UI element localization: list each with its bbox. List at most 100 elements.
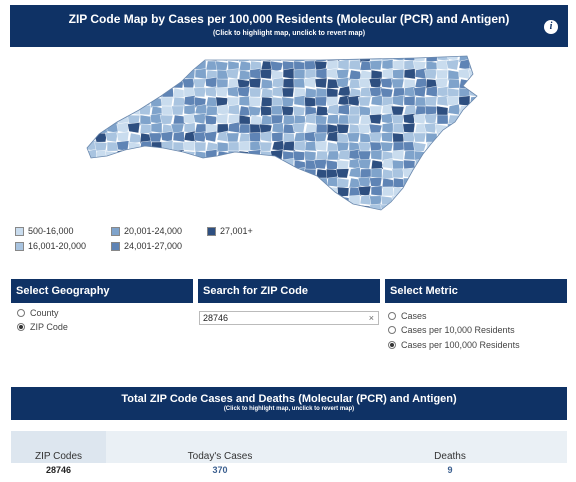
zip-region[interactable] xyxy=(205,105,219,116)
zip-region[interactable] xyxy=(357,185,372,197)
zip-region[interactable] xyxy=(469,131,481,143)
zip-region[interactable] xyxy=(226,132,240,143)
zip-region[interactable] xyxy=(171,59,185,71)
zip-region[interactable] xyxy=(413,52,427,63)
zip-region[interactable] xyxy=(413,214,426,217)
zip-region[interactable] xyxy=(336,177,350,189)
zip-region[interactable] xyxy=(85,123,97,135)
zip-region[interactable] xyxy=(216,204,229,216)
zip-region[interactable] xyxy=(193,113,207,125)
zip-region[interactable] xyxy=(358,123,372,134)
zip-region[interactable] xyxy=(182,203,196,214)
zip-region[interactable] xyxy=(436,204,449,214)
zip-region[interactable] xyxy=(271,204,285,214)
zip-region[interactable] xyxy=(127,122,141,134)
zip-region[interactable] xyxy=(304,159,317,170)
zip-region[interactable] xyxy=(205,149,218,161)
zip-region[interactable] xyxy=(161,77,174,89)
zip-region[interactable] xyxy=(458,122,471,134)
zip-region[interactable] xyxy=(150,52,163,62)
zip-region[interactable] xyxy=(116,131,130,143)
zip-region[interactable] xyxy=(413,86,427,98)
radio-cases[interactable] xyxy=(388,312,396,320)
zip-region[interactable] xyxy=(479,169,485,178)
zip-region[interactable] xyxy=(316,212,327,217)
zip-region[interactable] xyxy=(248,105,262,117)
zip-region[interactable] xyxy=(271,184,284,197)
zip-region[interactable] xyxy=(248,96,262,107)
zip-region[interactable] xyxy=(95,157,109,170)
zip-region[interactable] xyxy=(348,194,361,206)
zip-region[interactable] xyxy=(93,105,108,117)
zip-region[interactable] xyxy=(370,149,383,161)
zip-region[interactable] xyxy=(194,68,207,80)
zip-region[interactable] xyxy=(260,195,274,206)
zip-region[interactable] xyxy=(150,141,163,152)
zip-region[interactable] xyxy=(479,205,485,216)
zip-region[interactable] xyxy=(282,214,294,217)
zip-region[interactable] xyxy=(172,131,185,143)
zip-region[interactable] xyxy=(436,167,450,179)
zip-region[interactable] xyxy=(128,68,143,80)
zip-region[interactable] xyxy=(315,150,329,161)
zip-region[interactable] xyxy=(106,202,119,214)
zip-region[interactable] xyxy=(106,52,120,62)
zip-region[interactable] xyxy=(96,214,107,217)
zip-region[interactable] xyxy=(128,168,141,179)
zip-region[interactable] xyxy=(446,150,460,162)
zip-region[interactable] xyxy=(182,195,196,208)
zip-region[interactable] xyxy=(282,140,296,152)
zip-region[interactable] xyxy=(304,141,317,152)
zip-region[interactable] xyxy=(402,113,416,125)
zip-region[interactable] xyxy=(215,86,229,98)
zip-region[interactable] xyxy=(204,114,218,126)
zip-region[interactable] xyxy=(173,214,185,217)
zip-region[interactable] xyxy=(293,95,306,107)
zip-region[interactable] xyxy=(106,186,121,197)
zip-region[interactable] xyxy=(392,68,405,80)
zip-region[interactable] xyxy=(150,77,163,89)
zip-region[interactable] xyxy=(271,159,284,171)
zip-region[interactable] xyxy=(95,186,108,197)
zip-region[interactable] xyxy=(195,214,206,217)
zip-region[interactable] xyxy=(391,78,405,89)
zip-region[interactable] xyxy=(193,195,207,206)
zip-region[interactable] xyxy=(249,140,262,152)
zip-region[interactable] xyxy=(204,195,218,207)
geography-option-zip[interactable]: ZIP Code xyxy=(17,322,68,332)
zip-region[interactable] xyxy=(204,86,218,98)
zip-region[interactable] xyxy=(424,69,438,80)
zip-region[interactable] xyxy=(172,195,185,206)
zip-region[interactable] xyxy=(381,68,394,80)
zip-region[interactable] xyxy=(128,78,141,89)
zip-region[interactable] xyxy=(425,150,438,162)
zip-region[interactable] xyxy=(107,214,119,217)
zip-region[interactable] xyxy=(249,132,262,143)
zip-region[interactable] xyxy=(315,68,328,80)
zip-region[interactable] xyxy=(349,214,360,217)
zip-region[interactable] xyxy=(205,167,218,179)
zip-region[interactable] xyxy=(106,141,119,152)
zip-region[interactable] xyxy=(95,85,110,98)
map-title-banner[interactable]: ZIP Code Map by Cases per 100,000 Reside… xyxy=(10,5,568,47)
zip-region[interactable] xyxy=(247,186,262,198)
zip-region[interactable] xyxy=(193,52,207,62)
zip-region[interactable] xyxy=(303,76,317,89)
zip-region[interactable] xyxy=(348,204,362,214)
zip-region[interactable] xyxy=(392,123,405,134)
zip-region[interactable] xyxy=(370,52,383,62)
zip-region[interactable] xyxy=(160,159,174,171)
zip-region[interactable] xyxy=(458,150,471,161)
zip-region[interactable] xyxy=(292,122,306,134)
zip-region[interactable] xyxy=(337,186,350,198)
zip-region[interactable] xyxy=(458,204,471,215)
zip-region[interactable] xyxy=(402,132,416,143)
totals-title-banner[interactable]: Total ZIP Code Cases and Deaths (Molecul… xyxy=(11,387,567,420)
zip-region[interactable] xyxy=(423,113,438,125)
zip-region[interactable] xyxy=(468,103,481,116)
zip-region[interactable] xyxy=(238,123,252,134)
zip-region[interactable] xyxy=(160,131,174,143)
zip-region[interactable] xyxy=(216,150,230,162)
zip-region[interactable] xyxy=(106,105,120,117)
zip-region[interactable] xyxy=(480,88,485,97)
